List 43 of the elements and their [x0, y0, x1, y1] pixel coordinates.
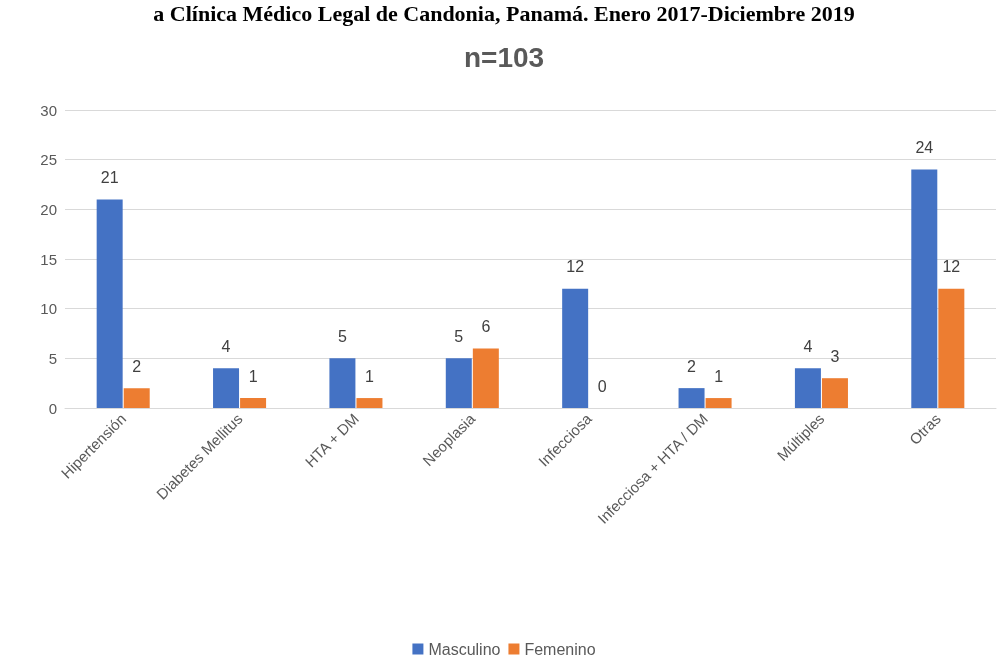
bar — [240, 398, 267, 408]
data-label: 4 — [803, 337, 813, 355]
y-tick-label: 5 — [48, 349, 57, 367]
data-label: 2 — [687, 357, 697, 375]
y-tick-label: 25 — [40, 151, 57, 169]
y-tick-label: 10 — [40, 300, 57, 318]
text: a Clínica Médico Legal de Candonia, Panamá. Enero 2017-Diciembre 2019 — [153, 0, 855, 26]
bar — [96, 199, 123, 408]
bar — [123, 388, 150, 408]
bar — [445, 358, 472, 408]
bar — [678, 388, 705, 408]
bar — [911, 169, 938, 408]
y-tick-label: 15 — [40, 250, 57, 268]
y-tick-label: 0 — [48, 399, 57, 417]
chart-title: n=103 — [463, 41, 545, 73]
data-label: 12 — [566, 258, 585, 276]
data-label: 1 — [248, 367, 258, 385]
bar — [562, 288, 589, 408]
x-tick-label: HTA + DM — [301, 409, 362, 471]
data-label: 5 — [454, 327, 464, 345]
data-label: 12 — [942, 258, 961, 276]
data-label: 6 — [481, 317, 491, 335]
y-tick-label: 30 — [40, 101, 57, 119]
data-label: 1 — [714, 367, 724, 385]
bar — [938, 288, 965, 408]
y-tick-label: 20 — [40, 200, 57, 218]
data-label: 1 — [365, 367, 374, 385]
bar — [329, 358, 356, 408]
data-label: 3 — [830, 347, 840, 365]
data-label: 2 — [132, 357, 142, 375]
bar — [794, 368, 821, 408]
bar — [821, 378, 848, 408]
bar — [356, 398, 383, 408]
bar — [213, 368, 240, 408]
legend-label: Femenino — [524, 640, 596, 658]
data-label: 21 — [100, 168, 119, 186]
bar — [472, 348, 499, 408]
data-label: 5 — [337, 327, 347, 345]
data-label: 24 — [915, 139, 934, 157]
bar — [705, 398, 732, 408]
legend-label: Masculino — [428, 640, 501, 658]
data-label: 4 — [221, 337, 231, 355]
data-label: 0 — [597, 377, 607, 395]
